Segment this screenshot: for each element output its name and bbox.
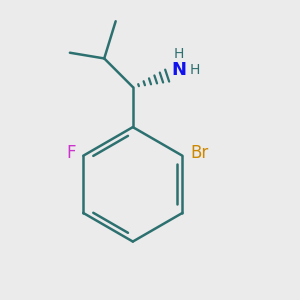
Text: H: H bbox=[189, 63, 200, 77]
Text: H: H bbox=[173, 47, 184, 61]
Text: Br: Br bbox=[190, 144, 208, 162]
Text: N: N bbox=[171, 61, 186, 79]
Text: F: F bbox=[66, 144, 76, 162]
